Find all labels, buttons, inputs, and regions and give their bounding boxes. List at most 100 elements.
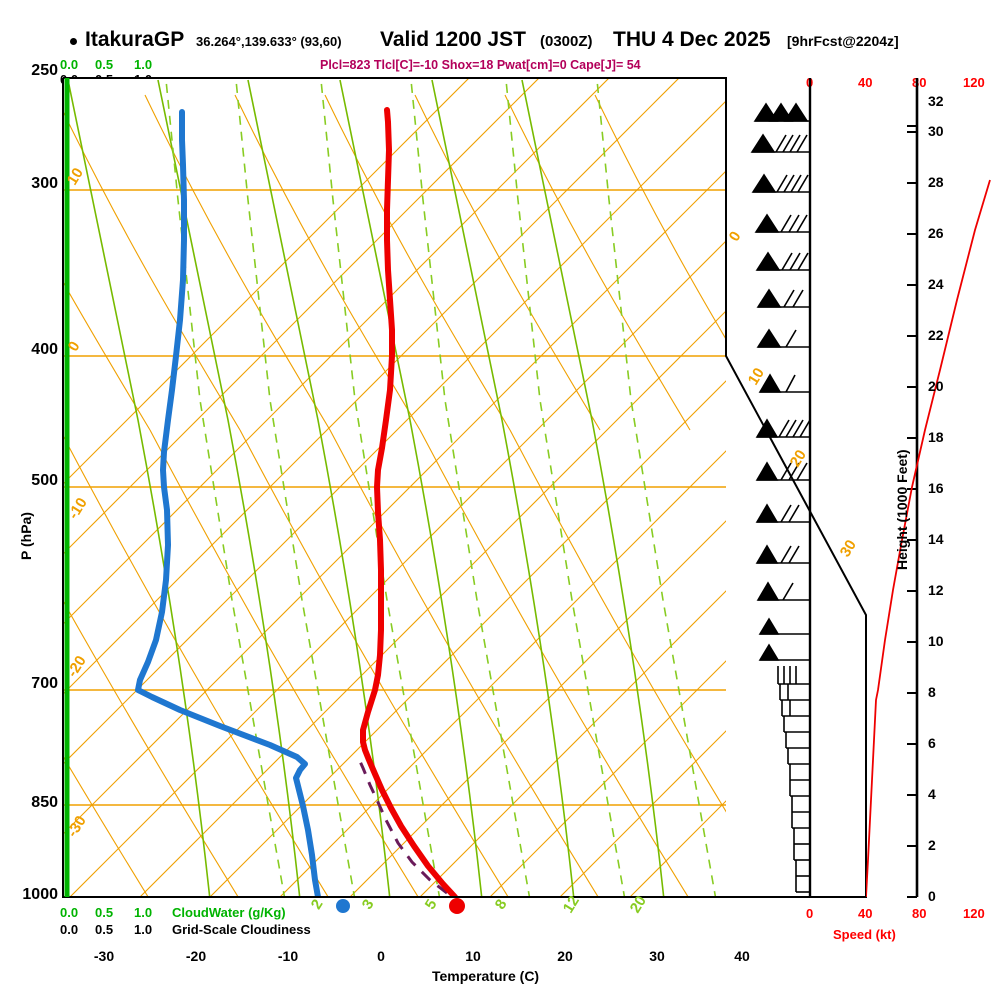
station-coords: 36.264°,139.633° (93,60): [196, 34, 342, 49]
height-tick-14: 14: [928, 531, 944, 547]
cloudwater-bottom-tick-1: 0.5: [95, 905, 114, 920]
wind-barb: [755, 544, 810, 564]
pressure-tick-500: 500: [31, 472, 58, 489]
cloudwater-bottom-scale: 0.0 0.5 1.0 CloudWater (g/Kg): [60, 905, 360, 921]
header-bar: ItakuraGP 36.264°,139.633° (93,60) Valid…: [0, 28, 1000, 52]
wind-barb: [791, 796, 810, 813]
wind-barb: [785, 732, 810, 749]
wind-barb: [779, 684, 810, 701]
temperature-tick-20: 20: [557, 948, 573, 964]
height-axis: [866, 78, 991, 898]
speed-bottom-tick-0: 0: [806, 906, 814, 921]
wind-barb: [777, 666, 810, 685]
speed-bottom-tick-1: 40: [858, 906, 873, 921]
speed-bottom-tick-2: 80: [912, 906, 927, 921]
dry-adiabat-lines: [63, 94, 726, 898]
temperature-tick-m10: -10: [277, 948, 299, 964]
height-tick-4: 4: [928, 786, 936, 802]
wind-barb: [789, 764, 810, 781]
wind-barb: [791, 812, 810, 829]
wind-barb: [795, 860, 810, 877]
pressure-tick-700: 700: [31, 675, 58, 692]
wind-barb: [756, 288, 810, 308]
moist-adiabat-lines: [67, 79, 665, 898]
wind-barb: [754, 213, 810, 233]
height-tick-22: 22: [928, 327, 944, 343]
wind-barb: [756, 328, 810, 348]
height-axis-label: Height (1000 Feet): [894, 449, 910, 570]
temperature-profile: [360, 107, 458, 898]
cloudwater-tick-1: 0.5: [95, 57, 114, 72]
height-tick-0: 0: [928, 888, 936, 904]
height-tick-16: 16: [928, 480, 944, 496]
height-tick-8: 8: [928, 684, 936, 700]
dewpoint-profile: [135, 109, 321, 898]
height-tick-6: 6: [928, 735, 936, 751]
speed-bottom-scale: 0 40 80 120: [800, 906, 1000, 922]
plot-frame: [62, 77, 867, 898]
wind-barb: [758, 617, 810, 635]
cloudwater-bottom-tick-0: 0.0: [60, 905, 79, 920]
wind-barb: [793, 828, 810, 845]
cloudwater-bottom-tick-2: 1.0: [134, 905, 153, 920]
cloudwater-top-scale: 0.0 0.5 1.0: [60, 57, 220, 72]
wind-barb: [758, 373, 810, 393]
wind-barbs: [750, 102, 811, 893]
station-bullet-icon: [70, 38, 77, 45]
speed-top-tick-1: 40: [858, 75, 873, 90]
wind-barb: [755, 503, 810, 523]
cloudiness-axis-label: Grid-Scale Cloudiness: [172, 922, 311, 937]
temperature-axis-label: Temperature (C): [432, 968, 540, 984]
wind-barb: [755, 251, 810, 271]
height-tick-32: 32: [928, 93, 944, 109]
wind-barb: [750, 133, 810, 153]
surface-temperature-dot: [449, 898, 465, 914]
wind-barb: [756, 581, 810, 601]
cloudwater-axis-label: CloudWater (g/Kg): [172, 905, 286, 920]
height-tick-30: 30: [928, 123, 944, 139]
temperature-tick-40: 40: [734, 948, 750, 964]
wind-barb: [753, 102, 810, 122]
temperature-tick-m20: -20: [185, 948, 207, 964]
cloudwater-tick-2: 1.0: [134, 57, 153, 72]
height-tick-2: 2: [928, 837, 936, 853]
speed-axis-label: Speed (kt): [833, 927, 896, 942]
wind-barb: [793, 844, 810, 861]
wind-barb: [795, 876, 810, 893]
temperature-tick-10: 10: [465, 948, 481, 964]
valid-date: THU 4 Dec 2025: [613, 28, 771, 51]
pressure-tick-400: 400: [31, 341, 58, 358]
wind-barb-column: [750, 78, 812, 897]
height-tick-26: 26: [928, 225, 944, 241]
pressure-tick-1000: 1000: [22, 886, 58, 903]
wind-barb: [755, 461, 810, 481]
pressure-tick-850: 850: [31, 794, 58, 811]
speed-top-scale: 0 40 80 120: [800, 75, 1000, 91]
cloudiness-bottom-tick-2: 1.0: [134, 922, 153, 937]
cloudiness-bottom-scale: 0.0 0.5 1.0 Grid-Scale Cloudiness: [60, 922, 380, 938]
wind-barb: [787, 748, 810, 765]
temperature-tick-30: 30: [649, 948, 665, 964]
wind-barb: [789, 780, 810, 797]
temperature-tick-0: 0: [377, 948, 385, 964]
cloudiness-bottom-tick-0: 0.0: [60, 922, 79, 937]
wind-barb: [755, 418, 811, 438]
station-name: ItakuraGP: [85, 28, 185, 51]
height-tick-10: 10: [928, 633, 944, 649]
speed-top-tick-3: 120: [963, 75, 985, 90]
cloudwater-tick-0: 0.0: [60, 57, 79, 72]
speed-top-tick-2: 80: [912, 75, 927, 90]
temperature-tick-m30: -30: [93, 948, 115, 964]
wind-barb: [758, 643, 810, 661]
wind-barb: [783, 716, 810, 733]
height-tick-24: 24: [928, 276, 944, 292]
height-tick-12: 12: [928, 582, 944, 598]
height-tick-18: 18: [928, 429, 944, 445]
valid-time: Valid 1200 JST: [380, 28, 526, 51]
wind-barb: [751, 173, 810, 193]
forecast-tag: [9hrFcst@2204z]: [787, 33, 899, 49]
wind-barb: [781, 700, 810, 717]
cloudiness-bottom-tick-1: 0.5: [95, 922, 114, 937]
height-profile-curve: [866, 179, 991, 898]
